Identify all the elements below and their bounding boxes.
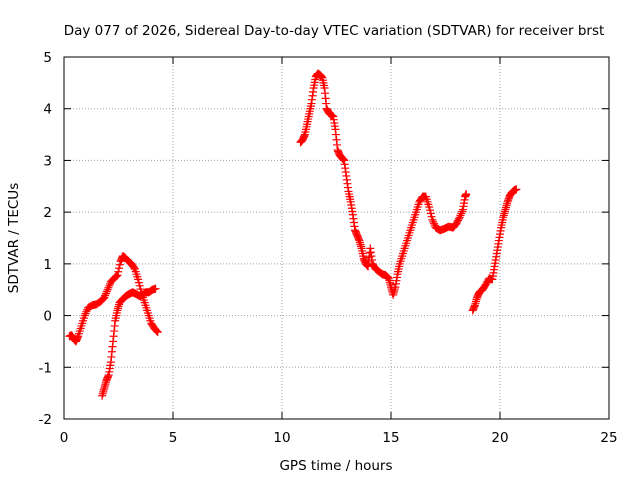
data-point-marker [105,281,114,290]
data-point-marker [104,283,113,292]
data-point-marker [457,209,466,218]
x-axis: 0 5 10 15 20 25 [60,57,618,446]
data-point-marker [454,214,463,223]
data-point-marker [80,311,89,320]
data-point-marker [153,328,162,337]
x-tick-label: 15 [382,430,399,446]
data-point-marker [115,264,124,273]
y-tick-label: 1 [43,257,52,273]
x-tick-label: 10 [273,430,290,446]
data-point-marker [111,272,120,281]
data-point-marker [456,211,465,220]
y-tick-label: 0 [43,309,52,325]
data-point-marker [152,327,161,336]
x-tick-label: 25 [600,430,617,446]
data-point-marker [462,190,471,199]
data-points [65,69,521,400]
data-point-marker [430,219,439,228]
data-point-marker [81,309,90,318]
data-point-marker [151,284,160,293]
data-point-marker [115,260,124,269]
data-point-marker [458,207,467,216]
data-point-marker [101,289,110,298]
x-axis-label: GPS time / hours [279,458,392,474]
data-point-marker [429,217,438,226]
plot-frame [63,56,610,420]
x-tick-label: 20 [491,430,508,446]
chart-title: Day 077 of 2026, Sidereal Day-to-day VTE… [64,23,605,39]
data-point-marker [113,271,122,280]
y-tick-label: -2 [39,412,52,428]
data-point-marker [512,185,521,194]
x-tick-label: 5 [169,430,178,446]
data-point-marker [102,287,111,296]
data-point-marker [100,293,109,302]
data-point-marker [428,215,437,224]
data-point-marker [130,263,139,272]
grid-lines [64,57,609,419]
data-point-marker [82,307,91,316]
x-tick-label: 0 [60,430,69,446]
y-tick-label: 3 [43,153,52,169]
data-point-marker [455,213,464,222]
data-point-marker [152,326,161,335]
y-tick-label: -1 [39,360,52,376]
data-point-marker [114,267,123,276]
y-tick-label: 2 [43,205,52,221]
y-tick-label: 4 [43,102,52,118]
y-axis: -2 -1 0 1 2 3 4 5 [39,50,609,428]
data-point-marker [112,272,121,281]
data-point-marker [103,285,112,294]
y-tick-label: 5 [43,50,52,66]
y-axis-label: SDTVAR / TECUs [6,183,22,293]
data-point-marker [101,291,110,300]
